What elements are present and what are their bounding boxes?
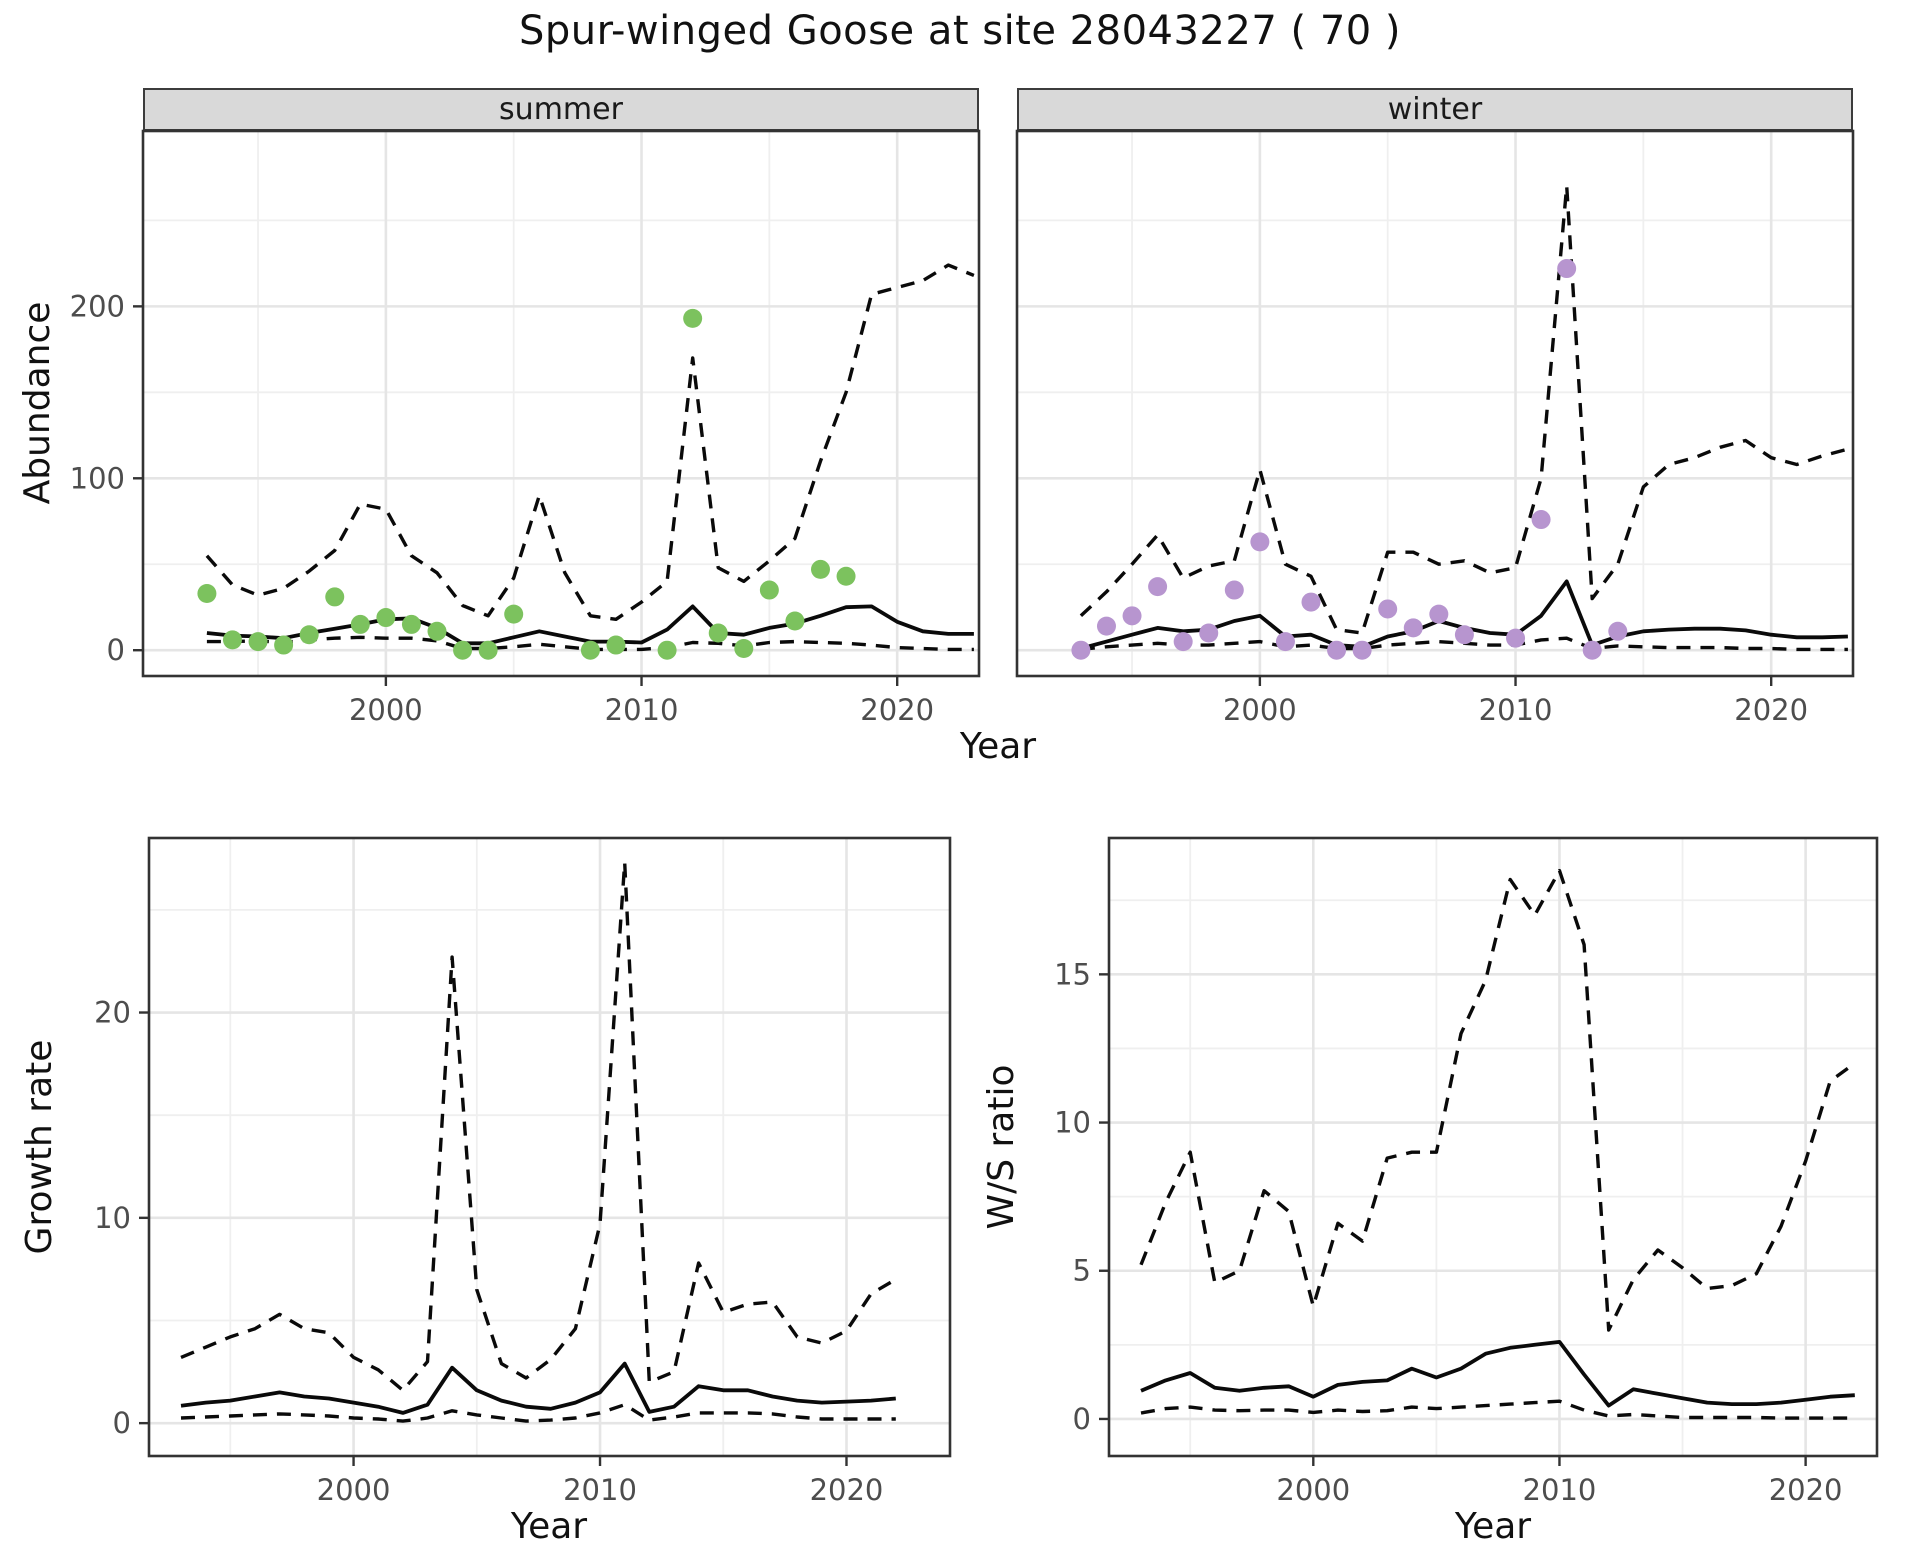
panel-border [1107, 836, 1879, 1458]
observed-point [504, 604, 524, 624]
observed-point [325, 587, 345, 607]
observed-point [1378, 599, 1398, 619]
observed-point [1199, 623, 1219, 643]
observed-point [606, 635, 626, 655]
y-tick-label: 5 [1073, 1254, 1091, 1288]
observed-point [1506, 628, 1526, 648]
x-tick-label: 2000 [349, 693, 423, 727]
x-tick-label: 2020 [810, 1473, 884, 1507]
observed-point [836, 566, 856, 586]
panel-border [147, 836, 952, 1458]
observed-point [1531, 510, 1551, 530]
series-lower95-line [180, 1403, 896, 1423]
panel-border [1015, 129, 1855, 678]
observed-point [657, 640, 677, 660]
x-axis-title-year-top: Year [959, 726, 1037, 767]
observed-point [299, 625, 319, 645]
series-upper95-line [180, 860, 897, 1392]
observed-point [1557, 259, 1577, 279]
observed-point [1429, 604, 1449, 624]
observed-point [785, 611, 805, 631]
x-axis-title-year-bottom-right: Year [1454, 1506, 1532, 1547]
panel-growth-rate: 2000 2010 2020 0 10 20 [94, 836, 952, 1507]
x-tick-label: 2010 [563, 1473, 637, 1507]
observed-point [1096, 616, 1116, 636]
observed-point [401, 614, 421, 634]
observed-point [1275, 632, 1295, 652]
observed-point [350, 614, 370, 634]
observed-point [222, 630, 242, 650]
panel-background [149, 838, 950, 1456]
panel-border [141, 129, 981, 678]
facet-strip-summer-label: summer [499, 92, 623, 127]
facet-strip-winter-label: winter [1387, 92, 1483, 127]
chart-title: Spur-winged Goose at site 28043227 ( 70 … [518, 8, 1402, 54]
facet-strip-summer: summer [143, 88, 979, 131]
panel-ws-ratio: 2000 2010 2020 0 5 10 15 [1054, 836, 1879, 1507]
x-tick-label: 2000 [317, 1473, 391, 1507]
observed-point [580, 640, 600, 660]
x-tick-label: 2010 [605, 693, 679, 727]
observed-point [1250, 532, 1270, 552]
series-upper95-line [1139, 868, 1856, 1332]
panel-background [1017, 131, 1853, 676]
panel-abundance-summer: 2000 2010 2020 0 100 200 [70, 129, 981, 727]
series-upper95-line [1079, 184, 1849, 635]
observed-point [1582, 640, 1602, 660]
observed-point [683, 308, 703, 328]
y-tick-label: 20 [94, 996, 131, 1030]
observed-point [759, 580, 779, 600]
panel-background [1109, 838, 1877, 1456]
y-tick-label: 200 [70, 289, 125, 323]
x-tick-label: 2000 [1223, 693, 1297, 727]
series-upper95-line [205, 263, 975, 621]
y-tick-label: 10 [1054, 1106, 1091, 1140]
x-tick-label: 2010 [1479, 693, 1553, 727]
observed-point [1301, 592, 1321, 612]
observed-point [478, 640, 498, 660]
x-tick-label: 2020 [1734, 693, 1808, 727]
observed-point [1327, 640, 1347, 660]
observed-point [274, 635, 294, 655]
panel-background [143, 131, 979, 676]
observed-point [197, 583, 217, 603]
x-tick-label: 2010 [1523, 1473, 1597, 1507]
y-tick-label: 0 [113, 1406, 131, 1440]
observed-point [1071, 640, 1091, 660]
observed-point [1173, 632, 1193, 652]
observed-point [1148, 577, 1168, 597]
x-tick-label: 2000 [1276, 1473, 1350, 1507]
observed-point [1224, 580, 1244, 600]
y-tick-label: 15 [1054, 957, 1091, 991]
panel-abundance-winter: 2000 2010 2020 [1015, 129, 1855, 727]
observed-point [453, 640, 473, 660]
series-median-line [1140, 1340, 1855, 1408]
x-axis-title-year-bottom-left: Year [510, 1506, 588, 1547]
observed-point [810, 559, 830, 579]
observed-point [1403, 618, 1423, 638]
observed-point [1122, 606, 1142, 626]
x-tick-label: 2020 [1769, 1473, 1843, 1507]
facet-strip-winter: winter [1017, 88, 1853, 131]
y-tick-label: 0 [1073, 1402, 1091, 1436]
observed-point [1608, 621, 1628, 641]
y-tick-label: 10 [94, 1201, 131, 1235]
observed-point [376, 608, 396, 628]
series-median-line [180, 1361, 896, 1415]
y-tick-label: 100 [70, 461, 125, 495]
observed-point [734, 638, 754, 658]
observed-point [427, 621, 447, 641]
observed-point [1352, 640, 1372, 660]
observed-point [1454, 625, 1474, 645]
y-tick-label: 0 [107, 633, 125, 667]
x-tick-label: 2020 [860, 693, 934, 727]
observed-point [248, 632, 268, 652]
observed-point [708, 623, 728, 643]
